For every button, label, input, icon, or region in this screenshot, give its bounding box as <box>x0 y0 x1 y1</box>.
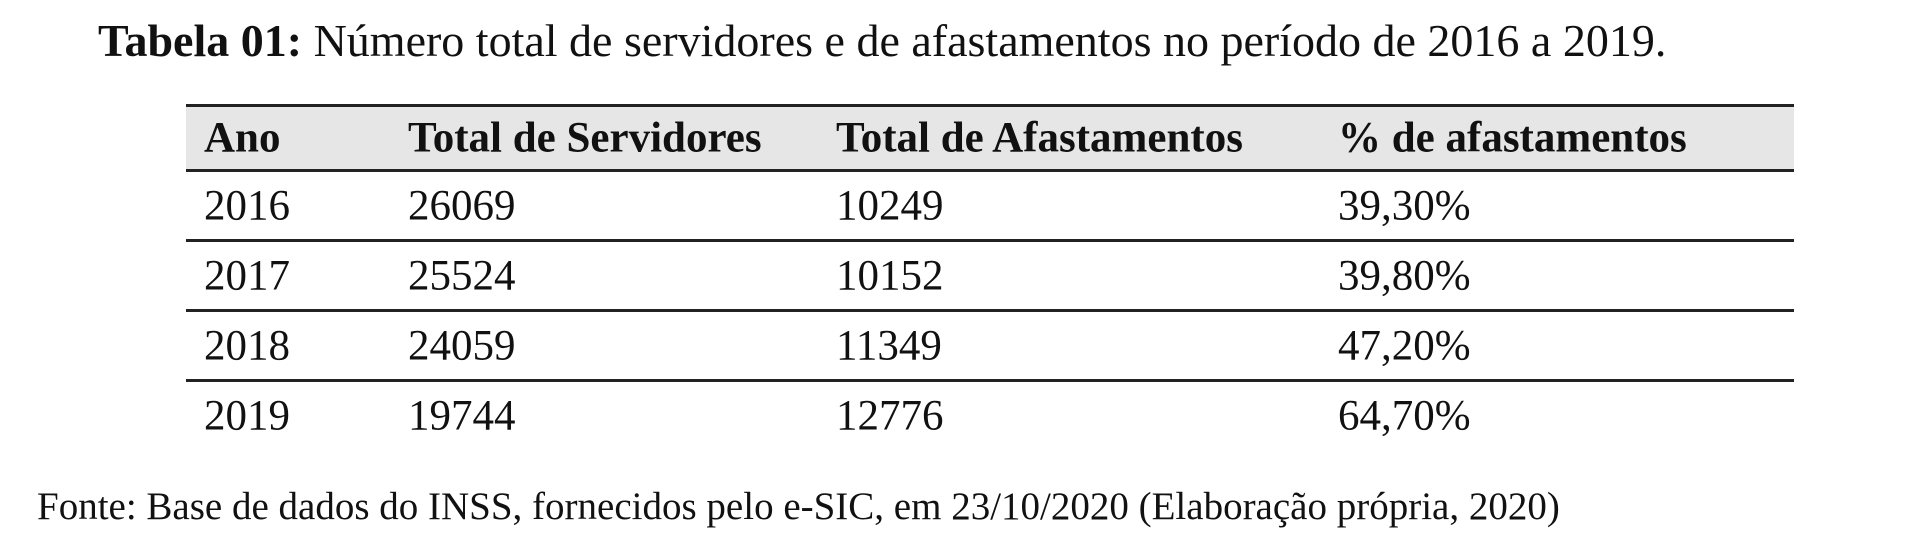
table-row: 2016 26069 10249 39,30% <box>186 172 1794 239</box>
table-row: 2019 19744 12776 64,70% <box>186 379 1794 449</box>
table-cell: 39,30% <box>1338 182 1471 229</box>
table-cell: 10249 <box>836 182 944 229</box>
table-cell: 11349 <box>836 322 942 369</box>
table-cell: 10152 <box>836 252 944 299</box>
header-cell: Total de Afastamentos <box>836 114 1243 162</box>
table-header: Ano Total de Servidores Total de Afastamen… <box>186 104 1794 172</box>
table-cell: 47,20% <box>1338 322 1471 369</box>
header-cell: Ano <box>204 114 281 162</box>
table-cell: 19744 <box>408 392 516 439</box>
table-row: 2018 24059 11349 47,20% <box>186 309 1794 379</box>
table-caption: Tabela 01: Número total de servidores e … <box>98 14 1666 67</box>
table-cell: 2018 <box>204 322 290 369</box>
table: Ano Total de Servidores Total de Afastamen… <box>186 104 1794 449</box>
table-row: 2017 25524 10152 39,80% <box>186 239 1794 309</box>
table-cell: 64,70% <box>1338 392 1471 439</box>
table-cell: 2019 <box>204 392 290 439</box>
caption-text: Número total de servidores e de afastame… <box>313 15 1667 66</box>
table-cell: 26069 <box>408 182 516 229</box>
table-cell: 2017 <box>204 252 290 299</box>
source-note: Fonte: Base de dados do INSS, fornecidos… <box>37 485 1560 528</box>
table-cell: 25524 <box>408 252 516 299</box>
table-cell: 2016 <box>204 182 290 229</box>
table-cell: 12776 <box>836 392 944 439</box>
table-cell: 39,80% <box>1338 252 1471 299</box>
table-cell: 24059 <box>408 322 516 369</box>
header-cell: Total de Servidores <box>408 114 762 162</box>
caption-label: Tabela 01: <box>98 15 303 66</box>
header-cell: % de afastamentos <box>1338 114 1687 162</box>
